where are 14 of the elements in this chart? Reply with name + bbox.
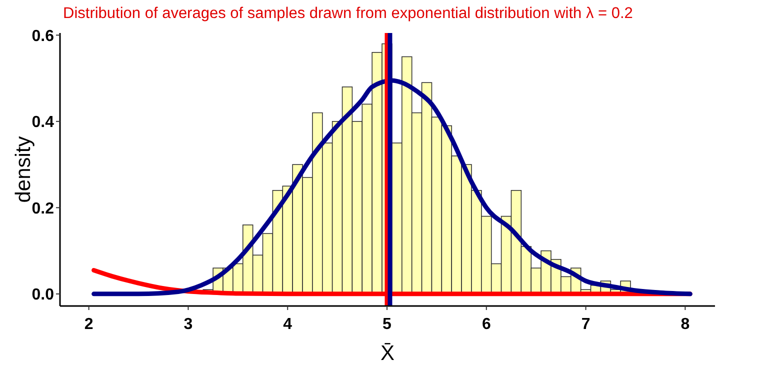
chart-title: Distribution of averages of samples drawn from exponential distribution with λ = 0.2 — [63, 5, 633, 22]
y-tick-label: 0.2 — [32, 200, 54, 218]
x-tick-label: 7 — [581, 316, 590, 333]
y-tick-label: 0.4 — [32, 114, 54, 132]
y-axis-title: density — [12, 136, 35, 203]
x-tick-label: 3 — [184, 316, 193, 333]
x-tick-label: 2 — [84, 316, 94, 333]
x-tick-label: 6 — [482, 316, 491, 333]
x-tick-label: 5 — [382, 316, 392, 333]
y-tick-label: 0.6 — [32, 28, 54, 45]
x-tick-label: 4 — [283, 316, 292, 333]
y-tick-label: 0.0 — [32, 286, 54, 304]
x-axis-title: X̄ — [380, 342, 395, 365]
x-tick-label: 8 — [680, 316, 690, 333]
